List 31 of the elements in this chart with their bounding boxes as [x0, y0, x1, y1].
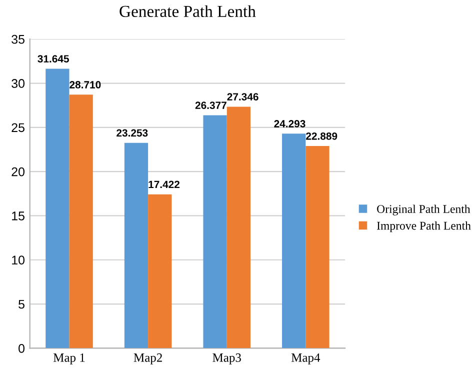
data-label: 28.710: [70, 81, 101, 88]
bar: [203, 115, 227, 348]
x-tick-label: Map3: [212, 353, 241, 364]
y-tick-label: 30: [12, 79, 25, 88]
bar: [226, 106, 251, 348]
legend-label: Improve Path Lenth: [376, 221, 471, 232]
data-label: 27.346: [227, 93, 258, 100]
bar: [124, 142, 148, 348]
data-label: 26.377: [195, 102, 226, 110]
y-tick-label: 20: [12, 167, 25, 176]
y-tick-label: 15: [12, 212, 24, 220]
x-tick-label: Map 1: [53, 353, 85, 364]
data-label: 31.645: [38, 55, 69, 63]
data-label: 17.422: [148, 180, 180, 188]
data-label: 24.293: [274, 120, 306, 128]
legend-label: Original Path Lenth: [377, 204, 470, 216]
bar: [46, 68, 70, 348]
bar: [148, 194, 172, 348]
bar: [69, 94, 93, 348]
bar: [306, 146, 330, 348]
y-tick-label: 10: [12, 256, 25, 265]
data-label: 22.889: [306, 132, 338, 140]
y-tick-label: 0: [18, 344, 25, 353]
y-tick-label: 25: [12, 123, 24, 132]
chart-title: Generate Path Lenth: [120, 5, 256, 18]
bar: [282, 134, 306, 348]
data-label: 23.253: [116, 129, 148, 137]
y-tick-label: 5: [18, 300, 24, 309]
x-tick-label: Map2: [134, 353, 162, 364]
y-tick-label: 35: [12, 34, 24, 44]
x-tick-label: Map4: [291, 353, 320, 364]
